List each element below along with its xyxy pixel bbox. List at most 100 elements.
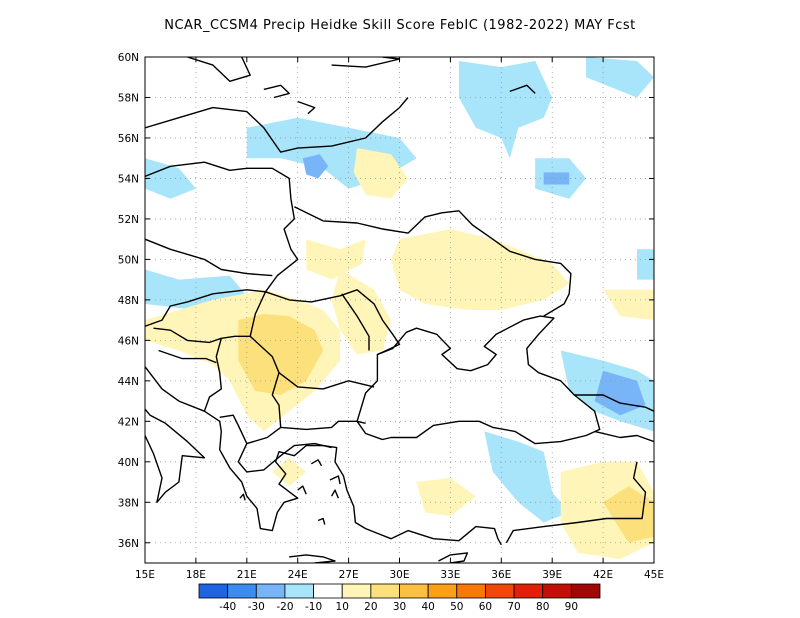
- lon-tick-label: 24E: [288, 569, 308, 581]
- lon-tick-label: 36E: [491, 569, 511, 581]
- lat-tick-label: 40N: [118, 457, 139, 469]
- lat-tick-label: 60N: [118, 52, 139, 64]
- boundary-line: [509, 84, 536, 94]
- colorbar-label: -20: [276, 601, 293, 613]
- boundary-line: [317, 517, 326, 525]
- skill-region: [603, 486, 654, 543]
- boundary-line: [263, 84, 290, 99]
- skill-region: [594, 370, 646, 416]
- skill-region: [484, 431, 570, 523]
- colorbar-label: -10: [305, 601, 322, 613]
- colorbar-label: 90: [565, 601, 578, 613]
- boundary-line: [145, 238, 273, 277]
- colorbar-swatch: [255, 583, 286, 599]
- skill-region: [543, 172, 570, 185]
- skill-region: [302, 154, 329, 179]
- boundary-line: [330, 489, 340, 499]
- longitude-axis: 15E 18E 21E 24E 27E 30E 33E 36E 39E 42E 45E: [135, 57, 664, 581]
- boundary-line: [289, 554, 336, 563]
- boundary-line: [329, 475, 341, 485]
- skill-region: [458, 61, 553, 159]
- skill-shading-layer: [145, 57, 654, 559]
- skill-region: [272, 457, 307, 487]
- lat-tick-label: 36N: [118, 538, 139, 550]
- colorbar-label: 60: [479, 601, 492, 613]
- boundary-line: [203, 338, 223, 412]
- colorbar-label: -40: [219, 601, 236, 613]
- boundary-line: [356, 315, 601, 445]
- boundary-line: [280, 420, 366, 431]
- boundary-line: [145, 161, 299, 327]
- lon-tick-label: 27E: [339, 569, 359, 581]
- skill-region: [603, 289, 654, 321]
- lon-tick-label: 42E: [593, 569, 613, 581]
- boundary-line: [187, 57, 251, 83]
- boundary-line: [331, 57, 401, 68]
- colorbar-label: 40: [421, 601, 434, 613]
- map-title: NCAR_CCSM4 Precip Heidke Skill Score Feb…: [164, 18, 636, 33]
- colorbar-label: 30: [393, 601, 406, 613]
- boundary-line: [297, 485, 307, 495]
- lon-tick-label: 45E: [644, 569, 664, 581]
- colorbar: -40 -30 -20 -10 10 20 30 40 50 60 70 80 90: [198, 583, 601, 613]
- colorbar-swatch: [399, 583, 429, 599]
- lat-tick-label: 58N: [118, 92, 139, 104]
- colorbar-label: -30: [248, 601, 265, 613]
- lat-tick-label: 50N: [118, 254, 139, 266]
- colorbar-swatch: [341, 583, 372, 599]
- lat-tick-label: 44N: [118, 376, 139, 388]
- boundary-line: [594, 430, 654, 443]
- colorbar-swatch: [370, 583, 400, 599]
- colorbar-swatch: [513, 583, 544, 599]
- colorbar-swatch: [570, 583, 601, 599]
- boundary-line: [158, 349, 217, 364]
- skill-region: [586, 57, 654, 98]
- boundary-line: [239, 493, 246, 501]
- skill-region: [391, 229, 570, 310]
- colorbar-swatch: [284, 583, 314, 599]
- colorbar-label: 70: [507, 601, 520, 613]
- boundary-line: [297, 100, 316, 115]
- skill-region: [331, 269, 391, 355]
- colorbar-label: 20: [364, 601, 377, 613]
- boundary-line: [249, 335, 375, 390]
- boundary-line: [310, 459, 323, 467]
- colorbar-swatch: [427, 583, 458, 599]
- colorbar-swatch: [227, 583, 257, 599]
- lat-tick-label: 54N: [118, 173, 139, 185]
- skill-region: [637, 249, 654, 280]
- colorbar-swatch: [542, 583, 572, 599]
- boundary-line: [145, 366, 502, 546]
- colorbar-label: 50: [450, 601, 463, 613]
- boundary-line: [438, 552, 469, 563]
- lon-tick-label: 39E: [542, 569, 562, 581]
- lon-tick-label: 21E: [237, 569, 257, 581]
- boundary-line: [145, 97, 409, 153]
- colorbar-swatch: [456, 583, 486, 599]
- lat-tick-label: 46N: [118, 335, 139, 347]
- lat-tick-label: 42N: [118, 416, 139, 428]
- colorbar-label: 80: [536, 601, 549, 613]
- colorbar-swatch: [485, 583, 515, 599]
- lat-tick-label: 48N: [118, 295, 139, 307]
- boundary-line: [293, 206, 572, 317]
- boundary-line: [145, 408, 206, 503]
- colorbar-swatch: [313, 583, 343, 599]
- lat-tick-label: 56N: [118, 133, 139, 145]
- lon-tick-label: 18E: [186, 569, 206, 581]
- boundary-line: [574, 394, 654, 412]
- lat-tick-label: 52N: [118, 214, 139, 226]
- lat-tick-label: 38N: [118, 497, 139, 509]
- colorbar-swatch: [198, 583, 229, 599]
- coastlines-borders: [145, 57, 654, 563]
- skill-region: [238, 314, 324, 395]
- skill-region: [416, 478, 476, 517]
- skill-region: [353, 148, 408, 199]
- boundary-line: [505, 461, 647, 544]
- latitude-axis: 36N 38N 40N 42N 44N 46N 48N 50N 52N 54N 56N 58N 60N: [118, 52, 654, 550]
- boundary-line: [219, 372, 282, 445]
- boundary-line: [341, 293, 370, 351]
- lon-tick-label: 33E: [440, 569, 460, 581]
- boundary-line: [237, 442, 332, 473]
